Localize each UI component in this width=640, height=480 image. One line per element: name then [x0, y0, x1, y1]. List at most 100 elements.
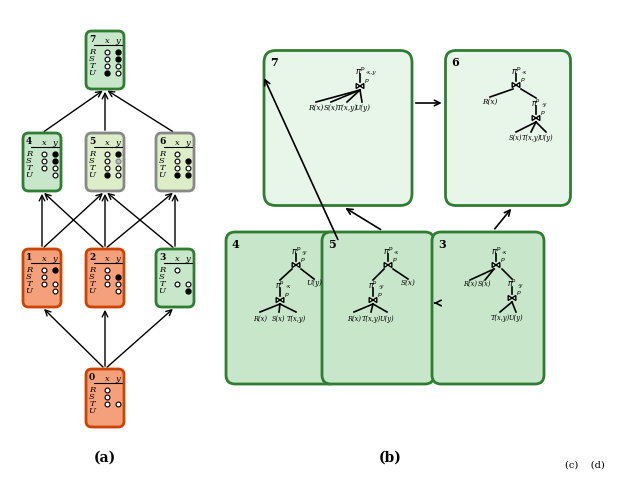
- Text: S: S: [89, 273, 95, 281]
- Text: 4: 4: [26, 137, 32, 146]
- Text: -y: -y: [302, 250, 307, 255]
- Polygon shape: [492, 263, 496, 267]
- Text: -x: -x: [502, 250, 508, 255]
- Text: y: y: [116, 375, 120, 383]
- Text: x: x: [42, 255, 46, 263]
- Text: R: R: [89, 150, 95, 158]
- Text: T: T: [26, 280, 32, 288]
- Polygon shape: [384, 263, 388, 267]
- Text: -x: -x: [286, 284, 291, 289]
- Text: S: S: [89, 393, 95, 401]
- Text: U(y): U(y): [509, 314, 524, 322]
- Text: p: p: [392, 257, 396, 262]
- Text: -x,y: -x,y: [366, 70, 376, 75]
- Text: R: R: [159, 266, 165, 274]
- Text: 7: 7: [270, 58, 278, 69]
- Text: S: S: [89, 157, 95, 165]
- Text: p: p: [377, 292, 381, 297]
- Text: R: R: [26, 150, 32, 158]
- Text: x: x: [104, 375, 109, 383]
- Text: p: p: [500, 257, 504, 262]
- Text: T(x,y): T(x,y): [490, 314, 509, 322]
- Text: 3: 3: [438, 239, 445, 250]
- Text: U(y): U(y): [380, 315, 394, 323]
- FancyBboxPatch shape: [86, 369, 124, 427]
- Text: $\pi^{\rm p}$: $\pi^{\rm p}$: [275, 278, 285, 289]
- Text: U: U: [88, 287, 95, 295]
- Text: y: y: [186, 139, 190, 147]
- Polygon shape: [292, 263, 296, 267]
- Text: p: p: [284, 292, 288, 297]
- Text: y: y: [116, 37, 120, 45]
- Text: S: S: [159, 157, 165, 165]
- Text: R(x): R(x): [463, 280, 477, 288]
- Polygon shape: [536, 116, 540, 120]
- Text: U: U: [159, 171, 166, 179]
- FancyBboxPatch shape: [322, 232, 434, 384]
- Text: -y: -y: [518, 283, 524, 288]
- Text: p: p: [364, 78, 368, 83]
- Polygon shape: [508, 296, 512, 300]
- Text: 1: 1: [26, 253, 33, 262]
- Text: R: R: [89, 266, 95, 274]
- Text: T(x,y): T(x,y): [286, 315, 306, 323]
- Text: S: S: [26, 157, 32, 165]
- Text: 7: 7: [89, 35, 95, 44]
- FancyBboxPatch shape: [432, 232, 544, 384]
- Text: 6: 6: [451, 58, 460, 69]
- Text: U: U: [88, 69, 95, 77]
- Text: S(x): S(x): [324, 104, 339, 112]
- Text: R: R: [89, 48, 95, 56]
- Text: $\pi^{\rm p}$: $\pi^{\rm p}$: [491, 244, 501, 255]
- Text: 6: 6: [159, 137, 165, 146]
- Polygon shape: [532, 116, 536, 120]
- FancyBboxPatch shape: [226, 232, 338, 384]
- Polygon shape: [296, 263, 300, 267]
- Text: U: U: [159, 287, 166, 295]
- Text: T: T: [159, 280, 165, 288]
- Text: (c)    (d): (c) (d): [565, 461, 605, 470]
- Text: x: x: [104, 37, 109, 45]
- Polygon shape: [388, 263, 392, 267]
- Text: (b): (b): [379, 451, 401, 465]
- Text: p: p: [516, 290, 520, 295]
- Text: T(x,y): T(x,y): [362, 315, 381, 323]
- Text: 5: 5: [89, 137, 95, 146]
- Text: $\pi^{\rm p}$: $\pi^{\rm p}$: [368, 278, 378, 289]
- Text: U: U: [88, 171, 95, 179]
- Text: T: T: [26, 164, 32, 172]
- Text: 2: 2: [89, 253, 95, 262]
- Text: 0: 0: [89, 373, 95, 382]
- Polygon shape: [280, 298, 284, 302]
- Text: T: T: [89, 164, 95, 172]
- Text: (a): (a): [94, 451, 116, 465]
- Text: U: U: [88, 407, 95, 415]
- Text: S: S: [26, 273, 32, 281]
- Text: U(y): U(y): [354, 104, 370, 112]
- Polygon shape: [356, 84, 360, 88]
- Text: $\pi^{\rm p}$: $\pi^{\rm p}$: [511, 64, 522, 75]
- FancyBboxPatch shape: [445, 50, 570, 205]
- Text: T: T: [89, 280, 95, 288]
- Polygon shape: [516, 83, 520, 87]
- Text: T(x,y): T(x,y): [337, 104, 358, 112]
- Text: R(x): R(x): [347, 315, 361, 323]
- Text: 5: 5: [328, 239, 336, 250]
- Text: U(y): U(y): [306, 279, 322, 287]
- Text: $\pi^{\rm p}$: $\pi^{\rm p}$: [531, 96, 541, 108]
- FancyBboxPatch shape: [156, 249, 194, 307]
- Text: $\pi^{\rm p}$: $\pi^{\rm p}$: [291, 244, 301, 255]
- Text: -x: -x: [394, 250, 399, 255]
- Text: y: y: [116, 255, 120, 263]
- Polygon shape: [512, 83, 516, 87]
- Text: R: R: [89, 386, 95, 394]
- Polygon shape: [276, 298, 280, 302]
- Text: R: R: [26, 266, 32, 274]
- Text: x: x: [175, 255, 179, 263]
- Text: S: S: [89, 55, 95, 63]
- FancyBboxPatch shape: [86, 133, 124, 191]
- Text: x: x: [175, 139, 179, 147]
- Text: T: T: [89, 62, 95, 70]
- Text: T: T: [89, 400, 95, 408]
- Text: R(x): R(x): [483, 98, 498, 106]
